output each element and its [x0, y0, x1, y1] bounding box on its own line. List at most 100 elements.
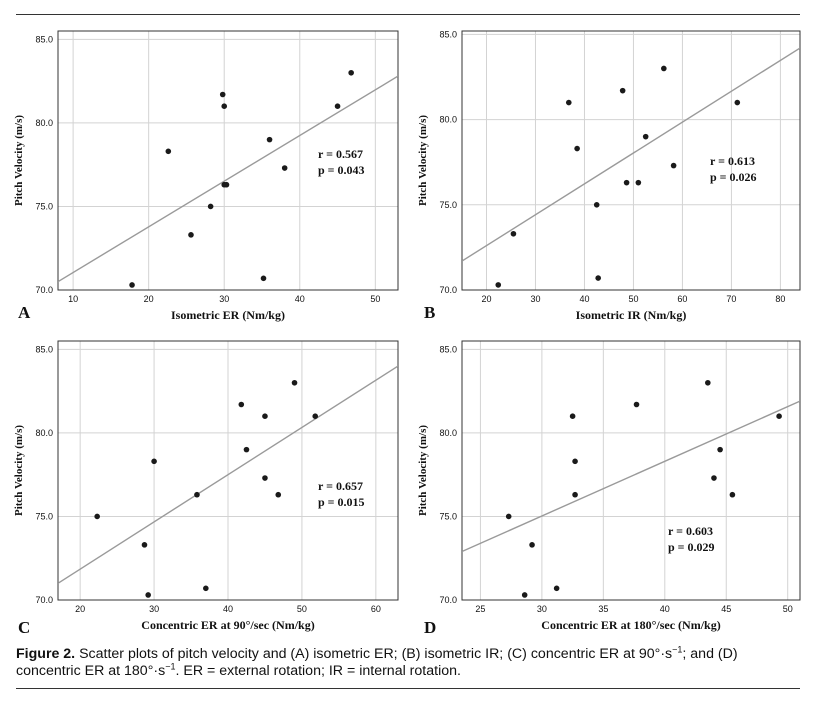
panel-b-y-tick-label: 75.0	[439, 200, 457, 210]
figure-caption: Figure 2. Scatter plots of pitch velocit…	[16, 645, 800, 680]
panel-b-letter: B	[424, 303, 435, 322]
panel-d-y-axis-label: Pitch Velocity (m/s)	[417, 425, 429, 516]
panel-a-data-point	[165, 148, 172, 155]
panel-b-stat-label: r = 0.613	[710, 154, 755, 168]
panel-c-y-tick-label: 75.0	[35, 511, 53, 521]
panel-d-x-axis-label: Concentric ER at 180°/sec (Nm/kg)	[541, 618, 720, 632]
caption-text-2: ; and (D) concentric ER at 180°·s	[16, 646, 738, 679]
panel-d-data-point	[717, 446, 723, 453]
panel-d-y-tick-label: 85.0	[439, 344, 457, 354]
panel-c-letter: C	[18, 618, 30, 637]
caption-text-3: . ER = external rotation; IR = internal …	[175, 663, 461, 679]
panel-c-plot-frame	[57, 340, 399, 601]
panel-a-data-point	[207, 203, 214, 210]
caption-exponent-2: −1	[165, 661, 176, 672]
panel-b-data-point	[670, 162, 677, 169]
panel-c-x-tick-label: 60	[371, 604, 381, 614]
panel-d-data-point	[569, 413, 576, 419]
panel-d-data-point	[711, 475, 717, 481]
panel-d-data-point	[521, 592, 528, 598]
panel-c-data-point	[243, 446, 250, 453]
panel-b-data-point	[623, 179, 630, 186]
panel-d-x-tick-label: 30	[537, 604, 547, 614]
panel-d-x-tick-label: 35	[598, 604, 608, 614]
panel-d-y-tick-label: 75.0	[439, 511, 457, 521]
panel-c-x-tick-label: 40	[223, 604, 233, 614]
panel-c-x-tick-label: 20	[75, 604, 85, 614]
panel-c-y-tick-label: 80.0	[35, 428, 53, 438]
panel-b-data-point	[510, 230, 517, 237]
panel-b-x-tick-label: 30	[530, 294, 540, 304]
panel-c-data-point	[262, 413, 268, 419]
panel-c-data-point	[203, 585, 209, 592]
panel-a-data-point	[223, 181, 230, 188]
panel-c-y-tick-label: 70.0	[35, 595, 53, 605]
panel-d-data-point	[553, 585, 560, 592]
panel-a-stat-label: r = 0.567	[318, 147, 363, 161]
panel-a-data-point	[266, 136, 273, 143]
panel-a-x-tick-label: 50	[370, 294, 380, 304]
panel-b-y-tick-label: 80.0	[439, 115, 457, 125]
panel-c-x-axis-label: Concentric ER at 90°/sec (Nm/kg)	[141, 618, 314, 632]
panel-b-data-point	[642, 133, 649, 140]
panel-a-data-point	[221, 103, 228, 109]
panel-a-y-tick-label: 70.0	[35, 285, 53, 295]
panel-c-data-point	[194, 491, 200, 498]
panel-c-data-point	[262, 475, 268, 481]
panel-a-data-point	[281, 165, 288, 171]
panel-a-y-tick-label: 75.0	[35, 201, 53, 211]
panel-d-y-tick-label: 80.0	[439, 428, 457, 438]
panel-b-data-point	[574, 145, 580, 152]
panel-b-x-tick-label: 60	[677, 294, 687, 304]
panel-a-x-tick-label: 10	[68, 294, 78, 304]
panel-b-x-tick-label: 50	[628, 294, 638, 304]
panel-a-x-tick-label: 40	[295, 294, 305, 304]
panel-a-letter: A	[18, 303, 31, 322]
bottom-rule	[16, 688, 800, 689]
panel-c-data-point	[145, 592, 151, 598]
panel-c-data-point	[94, 513, 100, 520]
scatter-figure: 70.0 75.0 80.0 85.0 10 20 30 40 50 Isometric ER (…	[13, 29, 801, 637]
panel-c-fit-line	[58, 365, 398, 584]
panel-d-letter: D	[424, 618, 436, 637]
panel-a-x-tick-label: 20	[144, 294, 154, 304]
panel-d-y-tick-label: 70.0	[439, 595, 457, 605]
panel-a-plot-frame	[57, 30, 399, 291]
panel-a-data-point	[334, 103, 341, 109]
panel-d-data-point	[572, 458, 578, 465]
panel-d-stat-label: p = 0.029	[668, 540, 715, 554]
panel-b-data-point	[661, 65, 667, 72]
panel-b-x-tick-label: 70	[726, 294, 736, 304]
panel-d-data-point	[572, 491, 578, 498]
panel-a-y-tick-label: 80.0	[35, 118, 53, 128]
panel-b-y-tick-label: 85.0	[439, 29, 457, 39]
panel-a-data-point	[188, 232, 194, 238]
panel-b-y-tick-label: 70.0	[439, 285, 457, 295]
panel-b-y-axis-label: Pitch Velocity (m/s)	[417, 115, 429, 206]
panel-b-data-point	[565, 99, 572, 106]
panel-c-data-point	[312, 413, 319, 419]
panel-a-data-point	[348, 69, 354, 76]
panel-b-data-point	[495, 282, 502, 288]
panel-a-y-axis-label: Pitch Velocity (m/s)	[13, 115, 25, 206]
panel-c-data-point	[151, 458, 157, 465]
panel-b-data-point	[635, 179, 642, 186]
panel-d-data-point	[529, 542, 535, 548]
panel-a-y-tick-label: 85.0	[35, 34, 53, 44]
panel-d-x-tick-label: 50	[783, 604, 793, 614]
panel-a-x-tick-label: 30	[219, 294, 229, 304]
panel-b-data-point	[593, 202, 600, 208]
panel-a-stat-label: p = 0.043	[318, 163, 365, 177]
panel-c-y-axis-label: Pitch Velocity (m/s)	[13, 425, 25, 516]
panel-a-x-axis-label: Isometric ER (Nm/kg)	[171, 308, 285, 322]
panel-c-stat-label: p = 0.015	[318, 495, 365, 509]
panel-d-data-point	[633, 401, 640, 408]
panel-b-x-tick-label: 80	[775, 294, 785, 304]
panel-a-fit-line	[58, 75, 398, 283]
panel-c-data-point	[275, 491, 282, 498]
panel-d-data-point	[705, 379, 711, 386]
panel-b-x-tick-label: 40	[579, 294, 589, 304]
caption-label: Figure 2.	[16, 646, 76, 662]
panel-d-fit-line	[462, 400, 800, 553]
panel-a-data-point	[129, 282, 135, 288]
